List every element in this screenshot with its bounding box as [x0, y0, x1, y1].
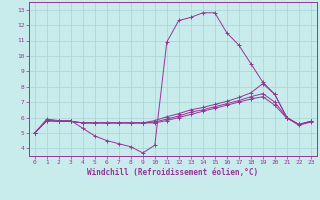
X-axis label: Windchill (Refroidissement éolien,°C): Windchill (Refroidissement éolien,°C) — [87, 168, 258, 177]
